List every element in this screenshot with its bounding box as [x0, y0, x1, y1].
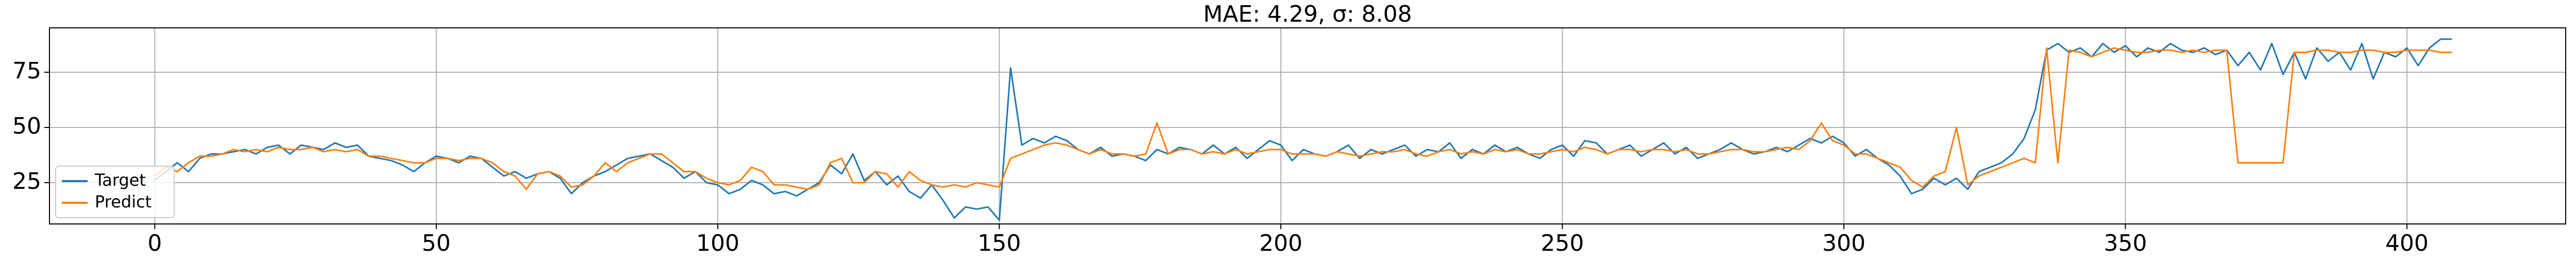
legend-label: Predict — [95, 192, 151, 212]
x-tick-label: 150 — [978, 230, 1021, 256]
y-tick-label: 25 — [12, 168, 41, 195]
x-tick-label: 50 — [422, 230, 451, 256]
chart-title: MAE: 4.29, σ: 8.08 — [1203, 1, 1412, 27]
x-tick-label: 200 — [1259, 230, 1302, 256]
y-tick-label: 50 — [12, 113, 41, 139]
series-line — [154, 38, 2452, 221]
x-tick-label: 0 — [147, 230, 162, 256]
y-tick-label: 75 — [12, 58, 41, 84]
x-tick-label: 350 — [2104, 230, 2147, 256]
series-line — [154, 47, 2452, 190]
legend-label: Target — [94, 170, 146, 190]
plot-frame — [49, 27, 2566, 224]
x-tick-label: 100 — [696, 230, 739, 256]
legend-box — [55, 166, 175, 218]
x-tick-label: 250 — [1541, 230, 1584, 256]
x-tick-label: 300 — [1822, 230, 1866, 256]
x-tick-label: 400 — [2385, 230, 2429, 256]
